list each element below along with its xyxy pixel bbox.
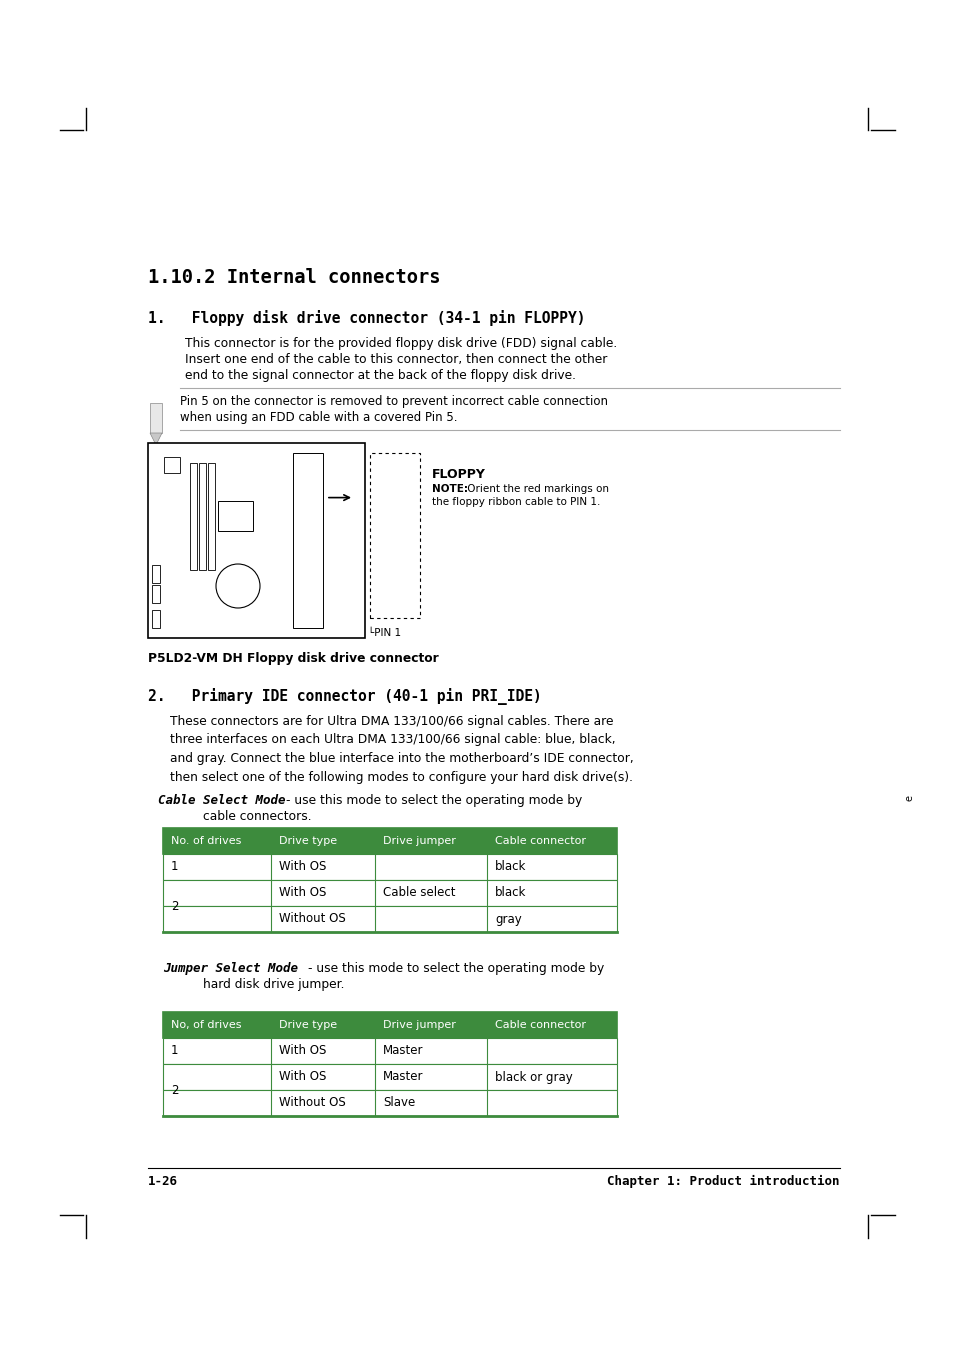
Bar <box>163 854 617 880</box>
Text: With OS: With OS <box>278 886 326 900</box>
Text: P5LD2-VM DH Floppy disk drive connector: P5LD2-VM DH Floppy disk drive connector <box>148 653 438 665</box>
Text: FLOPPY: FLOPPY <box>432 467 485 481</box>
Bar <box>164 457 180 473</box>
Bar <box>370 453 419 617</box>
Bar <box>163 1065 617 1090</box>
Text: These connectors are for Ultra DMA 133/100/66 signal cables. There are
three int: These connectors are for Ultra DMA 133/1… <box>170 715 633 784</box>
Circle shape <box>215 563 260 608</box>
Text: black: black <box>495 886 526 900</box>
Bar <box>148 443 365 638</box>
Text: Drive type: Drive type <box>278 836 336 846</box>
Text: cable connectors.: cable connectors. <box>203 811 312 823</box>
Text: black: black <box>495 861 526 874</box>
Text: Cable connector: Cable connector <box>495 1020 585 1029</box>
Text: end to the signal connector at the back of the floppy disk drive.: end to the signal connector at the back … <box>185 369 576 382</box>
Bar <box>163 1090 617 1116</box>
Text: Master: Master <box>382 1070 423 1084</box>
Text: Without OS: Without OS <box>278 1097 345 1109</box>
Bar <box>152 565 160 584</box>
Text: Pin 5 on the connector is removed to prevent incorrect cable connection: Pin 5 on the connector is removed to pre… <box>180 394 607 408</box>
Bar <box>150 403 162 434</box>
Text: Drive jumper: Drive jumper <box>382 1020 456 1029</box>
Text: gray: gray <box>495 912 521 925</box>
Text: - use this mode to select the operating mode by: - use this mode to select the operating … <box>308 962 603 975</box>
Text: └PIN 1: └PIN 1 <box>368 628 400 638</box>
Text: Jumper Select Mode: Jumper Select Mode <box>163 962 297 975</box>
Text: 1.10.2 Internal connectors: 1.10.2 Internal connectors <box>148 267 440 286</box>
Text: e: e <box>904 794 914 801</box>
Text: Chapter 1: Product introduction: Chapter 1: Product introduction <box>607 1175 840 1188</box>
Bar <box>163 907 617 932</box>
Text: 1: 1 <box>171 1044 178 1058</box>
Text: the floppy ribbon cable to PIN 1.: the floppy ribbon cable to PIN 1. <box>432 497 599 507</box>
Text: Drive type: Drive type <box>278 1020 336 1029</box>
Text: 1.   Floppy disk drive connector (34-1 pin FLOPPY): 1. Floppy disk drive connector (34-1 pin… <box>148 309 585 326</box>
Bar <box>163 880 617 907</box>
Text: This connector is for the provided floppy disk drive (FDD) signal cable.: This connector is for the provided flopp… <box>185 336 617 350</box>
Text: 2: 2 <box>171 900 178 912</box>
Text: Orient the red markings on: Orient the red markings on <box>463 484 608 494</box>
Text: Slave: Slave <box>382 1097 415 1109</box>
Bar <box>163 1038 617 1065</box>
Text: With OS: With OS <box>278 1044 326 1058</box>
Polygon shape <box>150 434 162 444</box>
Bar <box>152 611 160 628</box>
Bar <box>199 462 206 570</box>
Bar <box>163 828 617 854</box>
Text: - use this mode to select the operating mode by: - use this mode to select the operating … <box>286 794 581 807</box>
Text: hard disk drive jumper.: hard disk drive jumper. <box>203 978 344 992</box>
Bar <box>152 585 160 603</box>
Text: Master: Master <box>382 1044 423 1058</box>
Text: Cable connector: Cable connector <box>495 836 585 846</box>
Bar <box>218 501 253 531</box>
Text: No, of drives: No, of drives <box>171 1020 241 1029</box>
Text: NOTE:: NOTE: <box>432 484 468 494</box>
Text: Insert one end of the cable to this connector, then connect the other: Insert one end of the cable to this conn… <box>185 353 607 366</box>
Text: With OS: With OS <box>278 861 326 874</box>
Bar <box>190 462 196 570</box>
Text: Drive jumper: Drive jumper <box>382 836 456 846</box>
Bar <box>208 462 214 570</box>
Text: black or gray: black or gray <box>495 1070 572 1084</box>
Text: No. of drives: No. of drives <box>171 836 241 846</box>
Text: Without OS: Without OS <box>278 912 345 925</box>
Bar <box>163 1012 617 1038</box>
Text: 1-26: 1-26 <box>148 1175 178 1188</box>
Text: Cable Select Mode: Cable Select Mode <box>158 794 285 807</box>
Text: 2: 2 <box>171 1084 178 1097</box>
Bar <box>293 453 323 628</box>
Text: when using an FDD cable with a covered Pin 5.: when using an FDD cable with a covered P… <box>180 411 457 424</box>
Text: Cable select: Cable select <box>382 886 455 900</box>
Text: 1: 1 <box>171 861 178 874</box>
Text: With OS: With OS <box>278 1070 326 1084</box>
Text: 2.   Primary IDE connector (40-1 pin PRI_IDE): 2. Primary IDE connector (40-1 pin PRI_I… <box>148 688 541 705</box>
